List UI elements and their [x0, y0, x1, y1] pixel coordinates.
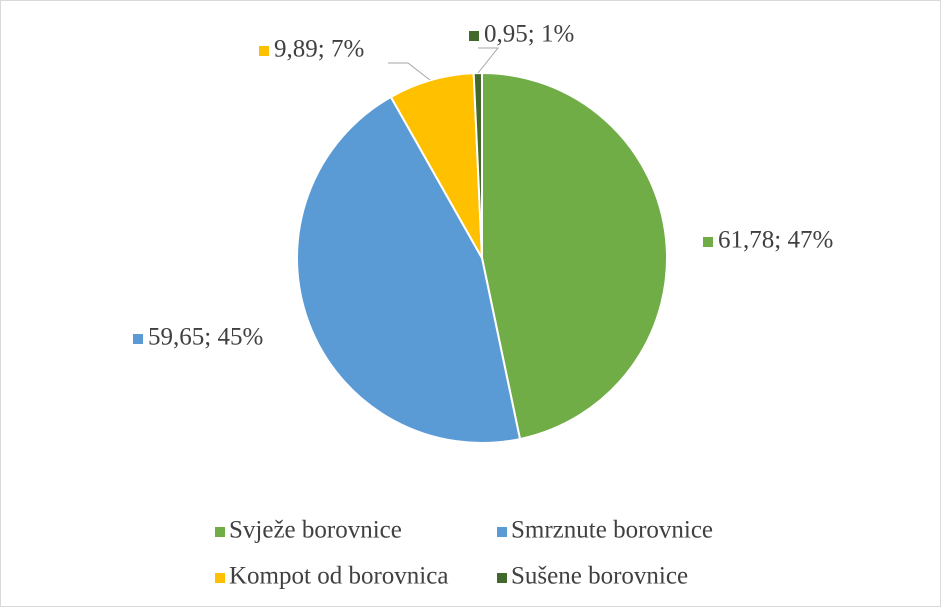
data-label: 61,78; 47% — [718, 227, 833, 254]
leader-line — [477, 47, 500, 74]
legend-key — [215, 527, 225, 537]
legend-label: Svježe borovnice — [229, 517, 402, 544]
pie-slice — [481, 71, 668, 441]
data-label-key — [469, 31, 479, 41]
data-label-key — [703, 237, 713, 247]
data-label-key — [133, 334, 143, 344]
data-label-key — [259, 46, 269, 56]
legend-key — [497, 527, 507, 537]
legend-label: Smrznute borovnice — [511, 517, 713, 544]
legend-label: Kompot od borovnica — [229, 563, 448, 590]
legend-key — [215, 573, 225, 583]
data-label: 59,65; 45% — [148, 324, 263, 351]
pie-slice — [472, 71, 483, 259]
data-label: 0,95; 1% — [484, 21, 574, 48]
legend-label: Sušene borovnice — [511, 563, 688, 590]
legend-key — [497, 573, 507, 583]
data-label: 9,89; 7% — [274, 36, 364, 63]
pie-slice — [296, 95, 522, 444]
leader-line — [388, 62, 431, 81]
